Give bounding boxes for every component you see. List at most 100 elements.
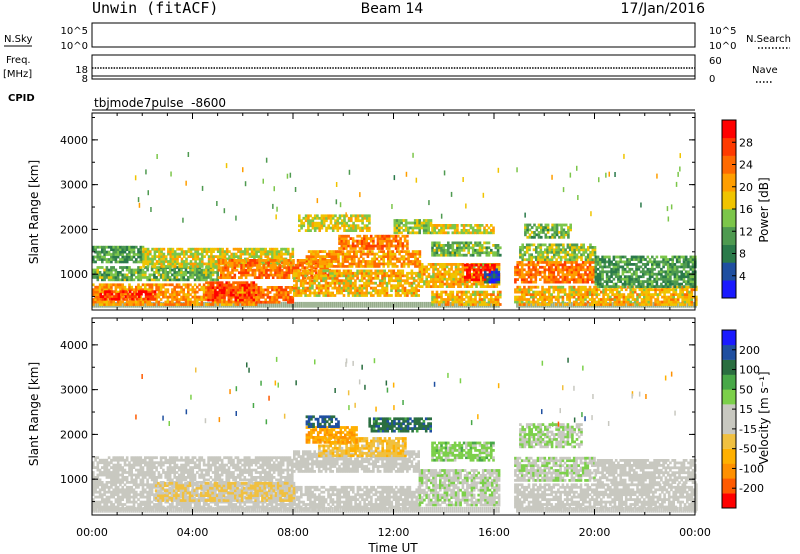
data-cell [278,263,282,267]
data-cell [96,295,100,299]
data-cell [372,244,375,248]
data-cell [404,224,408,227]
data-cell [467,244,470,247]
data-cell [481,285,485,288]
data-cell [411,229,415,232]
data-cell [187,266,190,269]
data-cell [579,275,583,279]
data-cell [216,247,220,251]
data-cell [345,286,348,290]
data-cell [629,295,632,299]
data-cell [382,262,385,266]
data-cell [429,285,433,288]
data-cell [392,237,396,240]
data-cell [110,248,113,251]
data-cell [121,268,124,272]
data-cell [101,273,104,277]
data-cell [493,275,496,279]
data-cell [234,281,238,285]
data-cell [251,268,255,272]
data-cell [618,293,621,296]
ground-scatter-cell [526,301,528,308]
data-cell [271,300,274,304]
data-cell [485,229,489,232]
data-cell [223,252,227,256]
data-cell [140,290,143,294]
data-cell [339,265,343,268]
data-cell [548,275,551,279]
data-cell [282,293,285,297]
data-cell [465,241,468,245]
data-cell [153,283,156,287]
data-cell [135,260,138,264]
data-cell [451,253,455,257]
data-cell [329,274,332,278]
data-cell [191,276,195,279]
data-cell [162,283,165,287]
data-cell [570,293,574,296]
data-cell [234,298,238,302]
data-cell [418,277,422,281]
data-cell [468,280,471,283]
data-cell [461,272,465,276]
data-cell [479,275,483,279]
data-cell [401,284,405,288]
data-cell [423,272,426,276]
data-cell [131,295,134,298]
data-cell [351,239,355,243]
data-cell [568,261,571,264]
data-cell [306,281,310,285]
ground-scatter-cell [351,301,354,308]
data-cell [468,277,471,281]
data-cell [280,291,283,294]
data-cell [466,285,469,288]
data-cell [265,268,268,272]
data-cell [303,266,307,270]
data-cell [413,221,417,225]
data-cell [407,262,410,266]
data-cell [192,262,195,266]
data-cell [226,276,230,279]
data-cell [146,303,149,306]
data-cell [116,255,120,259]
data-cell [452,270,456,274]
data-cell [353,255,356,258]
data-cell [249,266,252,270]
data-cell [293,276,296,280]
data-cell [137,268,140,272]
data-cell [363,294,366,297]
data-cell [490,280,494,284]
data-cell [514,268,517,272]
data-cell [456,298,459,301]
data-cell [313,279,316,283]
data-cell [128,271,131,274]
data-cell [514,278,517,281]
data-cell [483,290,486,294]
data-cell [253,247,256,251]
data-cell [550,273,553,277]
data-cell [275,293,279,297]
data-cell [381,244,384,248]
data-cell [385,244,389,248]
data-cell [325,229,328,232]
data-cell [683,295,687,299]
data-cell [462,303,466,306]
data-cell [422,221,426,225]
data-cell [470,275,474,279]
data-cell [338,291,341,295]
data-cell [534,273,538,277]
data-cell [264,288,267,292]
ground-scatter-cell [347,301,350,308]
data-cell [277,260,281,263]
data-cell [275,255,279,258]
data-cell [350,265,354,268]
ground-scatter-cell [435,301,438,308]
data-cell [572,290,576,294]
data-cell [490,251,493,255]
data-cell [347,239,350,243]
data-cell [440,295,443,299]
data-cell [318,221,321,225]
data-cell [285,266,289,270]
data-cell [450,277,453,281]
data-cell [241,296,244,299]
